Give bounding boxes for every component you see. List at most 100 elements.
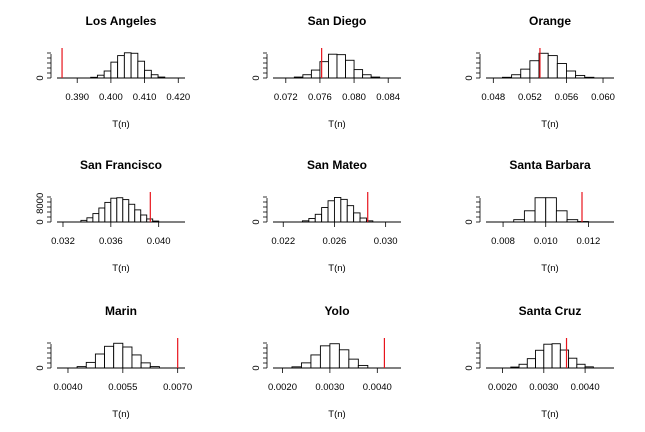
histogram-bar: [526, 358, 536, 369]
x-axis-label: T(n): [541, 409, 558, 420]
panel-title: Los Angeles: [86, 14, 157, 28]
x-tick-label: 0.0055: [108, 382, 137, 393]
histogram-bar: [110, 61, 119, 79]
histogram-bar: [86, 217, 94, 223]
x-tick-label: 0.0020: [268, 382, 297, 393]
histogram-bar: [122, 199, 130, 223]
panel-los-angeles: Los Angeles 0 0.390 0.400 0.410 0.420 T(n): [35, 14, 190, 130]
x-tick-label: 0.012: [577, 236, 601, 247]
histogram-bar: [140, 214, 148, 223]
panel-santa-barbara: Santa Barbara 0 0.008 0.010 0.012 T(n): [464, 158, 614, 274]
y-tick-label: 8000: [35, 193, 46, 214]
histogram-bar: [329, 343, 340, 369]
histogram-bar: [321, 207, 329, 223]
histogram-bar: [137, 60, 146, 79]
x-tick-label: 0.072: [274, 92, 298, 103]
histogram-bar: [353, 69, 364, 79]
histogram-bar: [110, 197, 118, 223]
histogram-bar: [348, 358, 359, 369]
x-tick-label: 0.0030: [315, 382, 344, 393]
panel-san-francisco: San Francisco 0 8000 0.032 0.036 0.040 T(n): [35, 158, 185, 274]
y-tick-label: 0: [464, 365, 475, 370]
y-tick-label: 0: [35, 365, 46, 370]
y-tick-label: 0: [251, 365, 262, 370]
histogram-bar: [559, 349, 570, 369]
x-tick-label: 0.032: [51, 236, 75, 247]
panel-san-diego: San Diego 0 0.072 0.076 0.080 0.084 T(n): [251, 14, 401, 130]
x-tick-label: 0.040: [147, 236, 171, 247]
histogram-bar: [353, 212, 361, 223]
x-tick-label: 0.084: [376, 92, 400, 103]
x-tick-label: 0.022: [271, 236, 295, 247]
histogram-bar: [547, 55, 558, 79]
panel-title: San Diego: [308, 14, 367, 28]
histogram-bar: [523, 210, 536, 223]
x-tick-label: 0.400: [99, 92, 123, 103]
histogram-bar: [362, 74, 372, 79]
x-tick-label: 0.036: [99, 236, 123, 247]
histogram-bar: [116, 197, 124, 223]
histogram-bar: [103, 70, 112, 79]
histogram-bar: [319, 345, 331, 369]
histogram-bar: [333, 197, 342, 223]
histogram-bar: [104, 201, 112, 223]
y-tick-label: 0: [464, 75, 475, 80]
y-tick-label: 0: [35, 75, 46, 80]
x-tick-label: 0.080: [342, 92, 366, 103]
x-axis-label: T(n): [541, 119, 558, 130]
x-tick-label: 0.008: [491, 236, 515, 247]
x-tick-label: 0.0040: [53, 382, 82, 393]
x-tick-label: 0.0040: [363, 382, 392, 393]
x-tick-label: 0.0070: [163, 382, 192, 393]
x-axis-label: T(n): [328, 409, 345, 420]
histogram-bar: [144, 69, 152, 79]
x-tick-label: 0.056: [555, 92, 579, 103]
histogram-bar: [131, 354, 142, 369]
panel-title: Orange: [529, 14, 571, 28]
y-tick-label: 0: [464, 219, 475, 224]
y-tick-label: 0: [251, 75, 262, 80]
histogram-bar: [150, 74, 159, 79]
histogram-bar: [328, 53, 338, 79]
panel-marin: Marin 0 0.0040 0.0055 0.0070 T(n): [35, 304, 192, 420]
histogram-bar: [555, 210, 568, 223]
histogram-bar: [529, 60, 540, 79]
x-tick-label: 0.010: [534, 236, 558, 247]
panel-yolo: Yolo 0 0.0020 0.0030 0.0040 T(n): [251, 304, 401, 420]
histogram-bar: [310, 69, 321, 79]
panel-san-mateo: San Mateo 0 0.022 0.026 0.030 T(n): [251, 158, 401, 274]
histogram-bar: [117, 55, 125, 79]
x-tick-label: 0.0030: [529, 382, 558, 393]
histogram-bar: [327, 200, 335, 223]
histogram-bar: [92, 213, 100, 223]
histogram-bar: [518, 363, 528, 369]
histogram-bar: [308, 218, 316, 223]
histogram-bar: [345, 59, 355, 79]
panel-title: Santa Cruz: [519, 304, 582, 318]
histogram-bar: [128, 203, 136, 223]
histogram-bar: [300, 362, 312, 369]
x-tick-label: 0.076: [308, 92, 332, 103]
x-tick-label: 0.390: [65, 92, 89, 103]
x-tick-label: 0.420: [166, 92, 190, 103]
histogram-bar: [314, 213, 323, 223]
x-tick-label: 0.060: [591, 92, 615, 103]
x-axis-label: T(n): [328, 263, 345, 274]
histogram-bar: [134, 209, 142, 223]
histogram-bar: [123, 52, 132, 79]
panel-title: Yolo: [324, 304, 349, 318]
histogram-bar: [511, 74, 522, 79]
x-tick-label: 0.030: [374, 236, 398, 247]
y-tick-label: 0: [251, 219, 262, 224]
histogram-bar: [576, 363, 586, 369]
histogram-bar: [346, 205, 355, 223]
panel-title: Marin: [105, 304, 137, 318]
histogram-bar: [310, 354, 321, 369]
panel-title: San Francisco: [80, 158, 162, 172]
histogram-bar: [556, 63, 567, 79]
panel-title: Santa Barbara: [509, 158, 591, 172]
histogram-bar: [535, 349, 545, 369]
histogram-bar: [140, 362, 151, 369]
histogram-bar: [122, 346, 133, 369]
